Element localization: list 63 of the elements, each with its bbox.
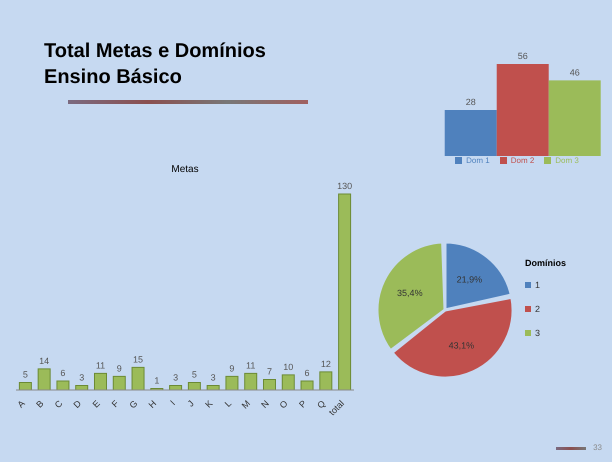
bar xyxy=(132,366,145,390)
legend-label: Dom 2 xyxy=(510,156,534,165)
legend-label: 2 xyxy=(535,304,540,314)
x-tick-label: B xyxy=(34,398,46,410)
x-tick-label: K xyxy=(203,398,215,410)
data-label: 12 xyxy=(320,358,331,369)
data-label: 28 xyxy=(466,97,476,107)
x-tick-label: J xyxy=(186,398,196,409)
bar xyxy=(338,194,352,390)
bar xyxy=(38,368,51,390)
data-label: 7 xyxy=(266,366,272,376)
data-label: 6 xyxy=(304,368,310,378)
data-label: 56 xyxy=(518,51,528,61)
data-label: 130 xyxy=(337,181,352,191)
data-label: 21,9% xyxy=(456,274,482,285)
x-tick-label: G xyxy=(127,398,140,410)
bar xyxy=(282,374,295,390)
data-label: 3 xyxy=(210,372,216,382)
data-label: 3 xyxy=(173,372,178,382)
data-label: 9 xyxy=(229,363,234,374)
x-tick-label: F xyxy=(110,398,122,410)
x-tick-label: P xyxy=(297,398,308,410)
data-label: 14 xyxy=(39,356,50,366)
legend-label: Dom 3 xyxy=(555,156,579,165)
data-label: 9 xyxy=(116,363,122,374)
x-tick-label: O xyxy=(278,398,290,410)
x-tick-label: H xyxy=(146,398,158,410)
data-label: 46 xyxy=(570,67,580,78)
legend-label: 3 xyxy=(535,328,540,338)
legend-label: Dom 1 xyxy=(466,156,490,165)
data-label: 10 xyxy=(283,362,294,372)
legend-title: Domínios xyxy=(525,258,568,268)
data-label: 11 xyxy=(246,360,256,370)
bar xyxy=(94,372,107,390)
bar xyxy=(112,376,126,390)
x-tick-label: D xyxy=(71,398,84,410)
data-label: 5 xyxy=(192,369,197,380)
chart-subtitle: Metas xyxy=(170,164,200,175)
x-tick-label: M xyxy=(240,398,252,411)
x-tick-label: E xyxy=(90,398,102,410)
bar xyxy=(300,380,314,390)
bar xyxy=(319,371,332,390)
bar xyxy=(56,380,70,390)
x-tick-label: A xyxy=(15,398,27,410)
x-tick-label: I xyxy=(168,398,178,408)
text: 33 xyxy=(593,443,602,452)
chart-title: Total Metas e Domínios Ensino Básico xyxy=(44,39,266,90)
data-label: 43,1% xyxy=(448,340,474,350)
data-label: 35,4% xyxy=(397,288,423,298)
bar xyxy=(262,378,276,390)
data-label: 11 xyxy=(96,360,106,370)
bar xyxy=(244,372,258,390)
data-label: 6 xyxy=(60,368,66,378)
data-label: 5 xyxy=(22,369,28,380)
x-tick-label: Q xyxy=(315,398,328,410)
bar xyxy=(225,376,238,390)
x-tick-label: L xyxy=(222,398,234,409)
data-label: 3 xyxy=(79,372,84,382)
x-tick-label: C xyxy=(52,398,65,410)
data-label: 15 xyxy=(133,354,144,364)
x-tick-label: N xyxy=(259,398,271,410)
data-label: 1 xyxy=(154,375,160,386)
legend-label: 1 xyxy=(535,280,540,290)
